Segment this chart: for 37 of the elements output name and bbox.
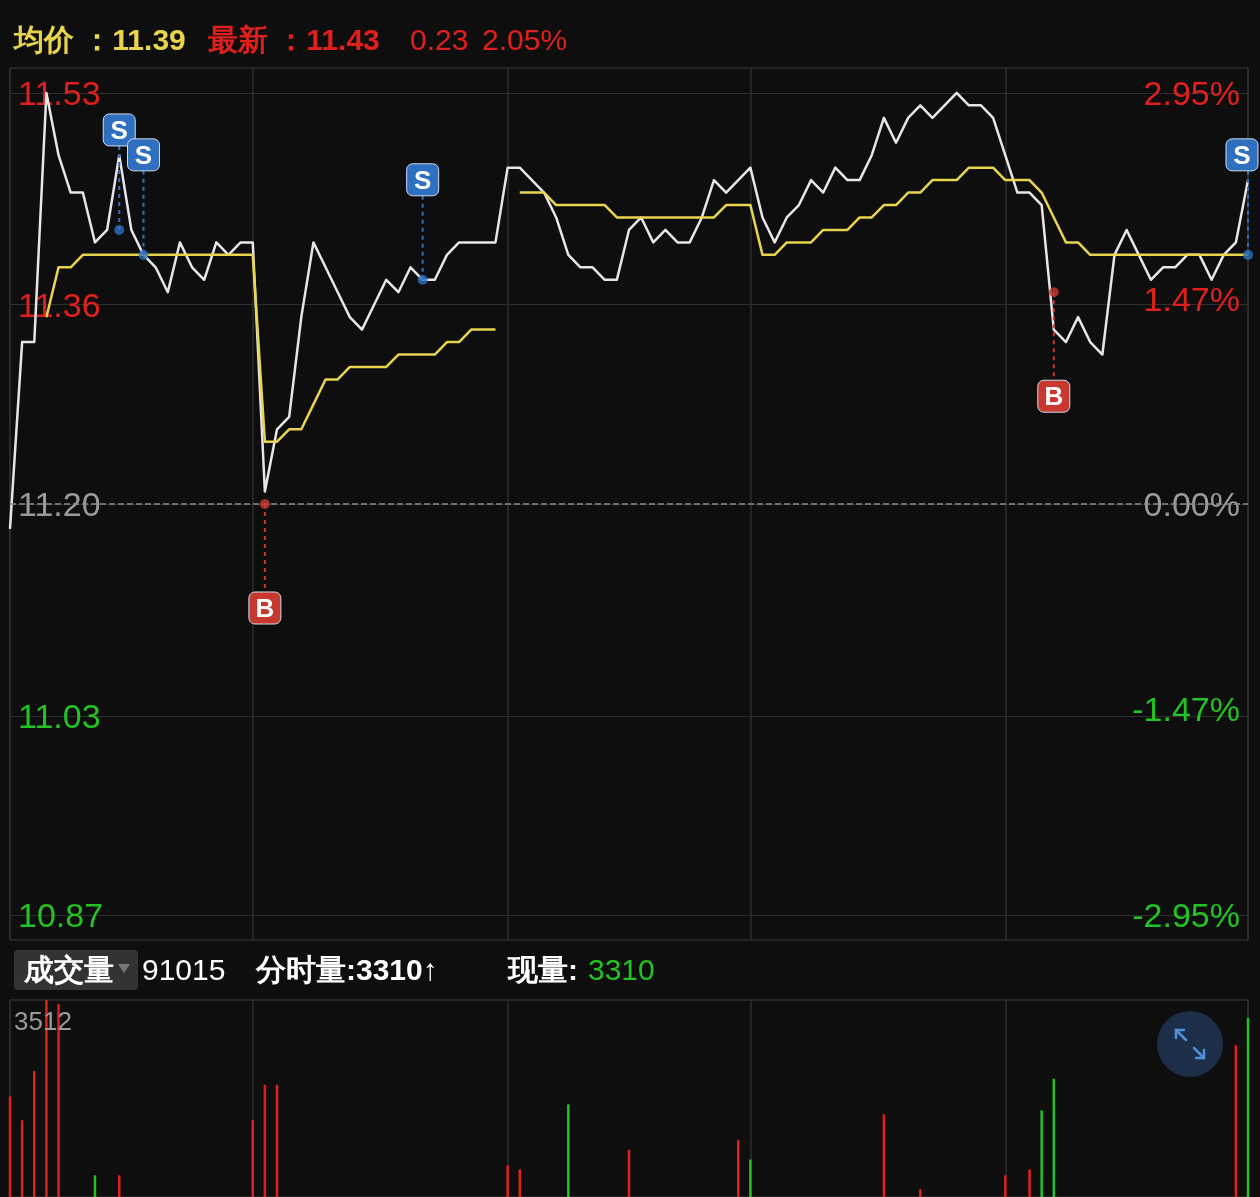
y2-tick-label: -2.95% [1132, 895, 1240, 934]
text: 0.23 [410, 22, 469, 58]
text: 均价 ：11.39 [14, 22, 186, 58]
point [1243, 249, 1253, 260]
data-label: B [1044, 381, 1064, 412]
text: 成交量 [24, 952, 114, 988]
bar [506, 1165, 509, 1197]
bar [1004, 1175, 1007, 1197]
bar [1028, 1169, 1031, 1197]
text: 最新 ：11.43 [208, 22, 380, 58]
bar [567, 1104, 570, 1197]
data-label: S [134, 139, 153, 170]
y-tick-label: 10.87 [18, 896, 104, 935]
point [259, 499, 270, 509]
text: 分时量:3310↑ [256, 952, 438, 988]
data-label: B [255, 593, 275, 623]
y2-tick-label: 1.47% [1143, 280, 1240, 319]
bar [919, 1189, 922, 1197]
point [1048, 287, 1059, 298]
data-label: S [1233, 139, 1251, 170]
data-label: S [110, 114, 128, 145]
text: 2.05% [482, 22, 568, 58]
y2-tick-label: -1.47% [1132, 689, 1240, 728]
point [114, 224, 125, 235]
y2-tick-label: 2.95% [1143, 74, 1240, 113]
bar [1040, 1110, 1043, 1197]
text: 现量: [508, 952, 578, 988]
data-label: S [413, 164, 432, 195]
bar [749, 1159, 752, 1197]
point [417, 274, 428, 285]
point [138, 249, 149, 260]
bar [33, 1070, 36, 1197]
text: 91015 [142, 952, 226, 988]
text: 3310 [588, 952, 655, 988]
bar [251, 1120, 254, 1197]
y-tick-label: 11.53 [18, 73, 101, 112]
y-tick-label: 11.03 [18, 696, 101, 735]
